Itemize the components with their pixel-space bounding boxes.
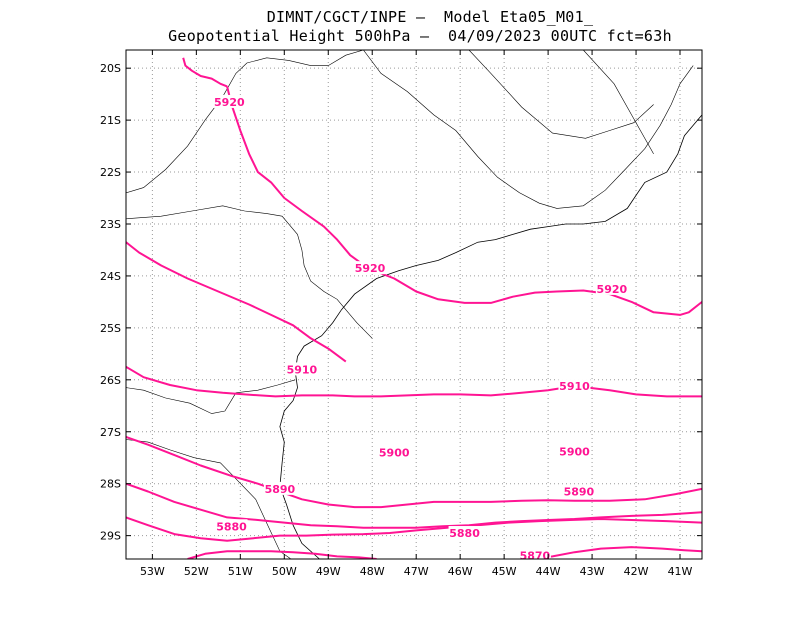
x-axis: 53W 52W 51W 50W 49W 48W 47W 46W 45W 44W 43W 42W 41W xyxy=(140,50,693,578)
contour-5870 xyxy=(534,546,702,559)
y-tick-label: 21S xyxy=(100,114,121,127)
contour-labels: 5920 5920 5920 5910 5910 5900 5900 5890 5890 5880… xyxy=(213,94,628,562)
contour-label-bg xyxy=(354,261,387,275)
contour-5900 xyxy=(126,435,702,509)
contour-label-bg xyxy=(285,362,318,376)
x-tick-label: 52W xyxy=(184,565,209,578)
contour-label-bg xyxy=(215,519,248,533)
x-tick-label: 42W xyxy=(624,565,649,578)
state-border xyxy=(583,50,654,155)
contour-label-bg xyxy=(558,444,591,458)
y-tick-label: 26S xyxy=(100,374,121,387)
x-tick-label: 51W xyxy=(228,565,253,578)
contour-5870 xyxy=(187,550,377,559)
x-tick-label: 46W xyxy=(448,565,473,578)
contour-label-bg xyxy=(562,484,595,498)
contour-label-bg xyxy=(448,526,481,540)
state-border xyxy=(126,379,296,414)
contour-label-bg xyxy=(558,379,591,393)
state-border xyxy=(126,439,292,559)
contour-label-bg xyxy=(263,481,296,495)
contour-5920 xyxy=(126,241,347,363)
x-tick-label: 43W xyxy=(580,565,605,578)
contour-label: 5870 xyxy=(520,549,551,562)
contour-5910 xyxy=(126,365,702,398)
contour-label-bg xyxy=(378,445,411,459)
contour-5920 xyxy=(182,57,228,88)
contour-label: 5880 xyxy=(216,520,247,533)
x-tick-label: 41W xyxy=(668,565,693,578)
y-tick-label: 28S xyxy=(100,478,121,491)
contour-label-bg xyxy=(595,281,628,295)
contour-label: 5900 xyxy=(379,447,410,460)
y-tick-label: 23S xyxy=(100,218,121,231)
state-border xyxy=(126,50,364,194)
x-tick-label: 48W xyxy=(360,565,385,578)
x-tick-label: 47W xyxy=(404,565,429,578)
contour-label: 5890 xyxy=(265,483,296,496)
contour-label-bg xyxy=(213,94,246,108)
contour-label: 5890 xyxy=(564,485,595,498)
coastline xyxy=(279,114,702,559)
contour-label: 5920 xyxy=(214,96,245,109)
plot-background xyxy=(126,50,702,559)
x-tick-label: 53W xyxy=(140,565,165,578)
y-axis: 20S 21S 22S 23S 24S 25S 26S 27S 28S 29S xyxy=(100,62,702,543)
x-tick-label: 49W xyxy=(316,565,341,578)
contour-5880 xyxy=(126,516,702,542)
x-tick-label: 50W xyxy=(272,565,297,578)
contour-5920 xyxy=(226,86,702,316)
y-tick-label: 22S xyxy=(100,166,121,179)
chart-title-line2: Geopotential Height 500hPa – 04/09/2023 … xyxy=(168,27,672,45)
y-tick-label: 27S xyxy=(100,426,121,439)
contour-label: 5910 xyxy=(287,363,318,376)
contour-lines xyxy=(126,57,702,559)
plot-frame xyxy=(125,49,703,560)
state-border xyxy=(363,50,694,209)
contour-label: 5900 xyxy=(559,445,590,458)
x-tick-label: 44W xyxy=(536,565,561,578)
contour-label: 5910 xyxy=(559,380,590,393)
contour-label: 5920 xyxy=(597,283,628,296)
x-tick-label: 45W xyxy=(492,565,517,578)
contour-label-bg xyxy=(518,548,551,562)
y-tick-label: 29S xyxy=(100,530,121,543)
y-tick-label: 20S xyxy=(100,62,121,75)
y-tick-label: 25S xyxy=(100,322,121,335)
chart-title-line1: DIMNT/CGCT/INPE – Model Eta05_M01_ xyxy=(266,8,594,26)
state-border xyxy=(126,205,373,339)
contour-5890 xyxy=(126,482,702,529)
contour-label: 5880 xyxy=(449,527,480,540)
grid-lines xyxy=(126,50,702,559)
geographic-boundaries xyxy=(126,50,702,559)
state-border xyxy=(468,50,654,139)
contour-label: 5920 xyxy=(355,262,386,275)
y-tick-label: 24S xyxy=(100,270,121,283)
